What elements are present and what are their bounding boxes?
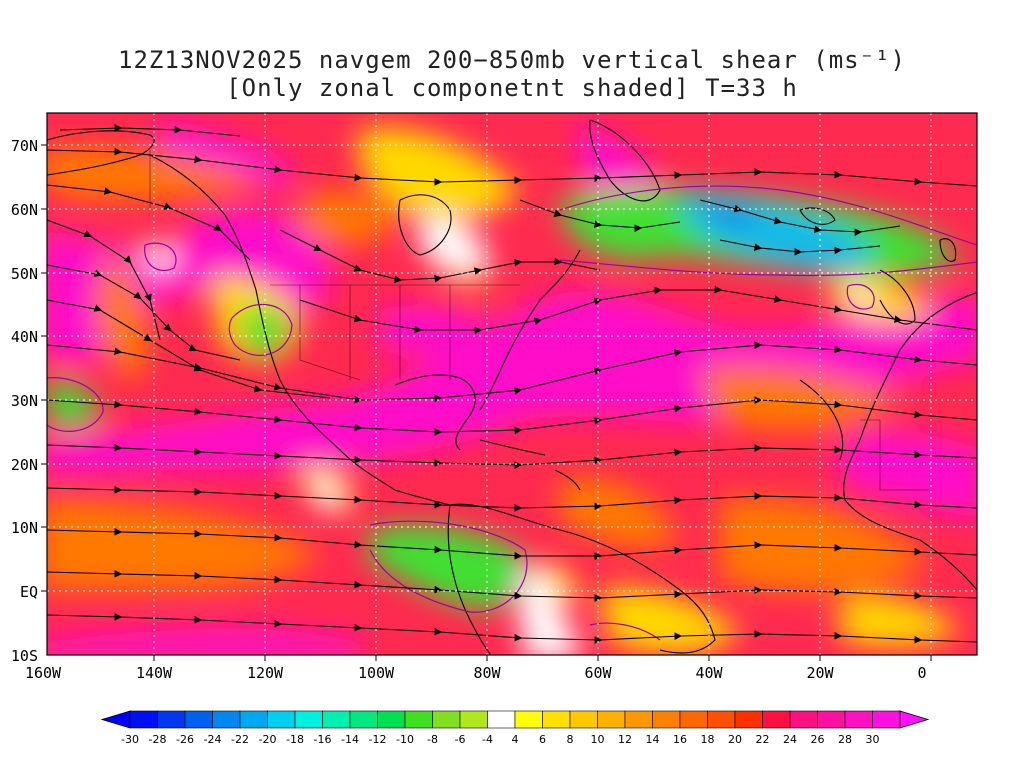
lon-label: 60W — [584, 664, 612, 682]
colorbar-cell — [624, 710, 653, 729]
lat-label: 40N — [11, 328, 38, 346]
colorbar-cell — [432, 710, 461, 729]
colorbar-labels: -30 -28 -26 -24 -22 -20 -18 -16 -14 -12 -10 -8 -6 -4 4… — [121, 733, 879, 746]
colorbar-label: -8 — [427, 733, 438, 746]
lon-ticks — [153, 655, 932, 661]
colorbar-cell — [652, 710, 681, 729]
colorbar-label: -12 — [369, 733, 387, 746]
streamlines — [47, 124, 977, 644]
colorbar-label: 30 — [866, 733, 880, 746]
colorbar-cell — [762, 710, 791, 729]
colorbar-cell — [459, 710, 488, 729]
colorbar-cell — [487, 710, 516, 729]
colorbar-cell — [734, 710, 763, 729]
colorbar-cell — [377, 710, 406, 729]
colorbar-cell — [789, 710, 818, 729]
colorbar-cell — [817, 710, 846, 729]
colorbar-label: -30 — [121, 733, 139, 746]
lon-label: 160W — [25, 664, 62, 682]
colorbar-label: -28 — [149, 733, 167, 746]
lat-label: 50N — [11, 265, 38, 283]
colorbar-label: -20 — [259, 733, 277, 746]
colorbar-cell — [597, 710, 626, 729]
latitude-axis: 70N 60N 50N 40N 30N 20N 10N EQ 10S — [11, 137, 38, 665]
colorbar-label: -16 — [314, 733, 332, 746]
colorbar-label: 8 — [567, 733, 574, 746]
lon-label: 100W — [358, 664, 395, 682]
colorbar-label: -6 — [455, 733, 466, 746]
colorbar-label: -14 — [341, 733, 359, 746]
lon-label: 40W — [695, 664, 723, 682]
grid-lines — [47, 113, 977, 655]
colorbar-label: 20 — [728, 733, 742, 746]
colorbar-cell — [322, 710, 351, 729]
lat-label: 10N — [11, 519, 38, 537]
colorbar-under-arrow — [100, 710, 131, 729]
lon-label: 80W — [473, 664, 501, 682]
colorbar-cell — [212, 710, 241, 729]
lat-ticks — [41, 144, 47, 592]
lat-label: 70N — [11, 137, 38, 155]
colorbar-label: -22 — [231, 733, 249, 746]
colorbar-cell — [569, 710, 598, 729]
colorbar-label: 16 — [673, 733, 687, 746]
colorbar-cell — [239, 710, 268, 729]
colorbar-cell — [294, 710, 323, 729]
colorbar-cell — [404, 710, 433, 729]
political-boundaries — [149, 150, 930, 491]
plot-frame — [46, 112, 978, 656]
colorbar-cell — [157, 710, 186, 729]
map-title-line1: 12Z13NOV2025 navgem 200−850mb vertical s… — [118, 46, 906, 74]
colorbar-cell — [679, 710, 708, 729]
lat-label: 30N — [11, 392, 38, 410]
lat-label: 60N — [11, 201, 38, 219]
colorbar-label: -24 — [204, 733, 222, 746]
colorbar-label: 6 — [539, 733, 546, 746]
lat-label: EQ — [20, 583, 38, 601]
colorbar-label: 26 — [811, 733, 825, 746]
colorbar-label: 14 — [646, 733, 660, 746]
colorbar-label: -26 — [176, 733, 194, 746]
map-title-line2: [Only zonal componetnt shaded] T=33 h — [226, 74, 798, 102]
colorbar-cell — [129, 710, 158, 729]
lon-label: 20W — [806, 664, 834, 682]
colorbar-cell — [514, 710, 543, 729]
plot-area — [47, 113, 977, 655]
colorbar-cell — [844, 710, 873, 729]
colorbar-label: 10 — [591, 733, 605, 746]
lon-label: 0 — [917, 664, 926, 682]
lat-label: 20N — [11, 456, 38, 474]
colorbar-label: 28 — [838, 733, 852, 746]
colorbar-label: -18 — [286, 733, 304, 746]
colorbar-cell — [542, 710, 571, 729]
colorbar-over-arrow — [899, 710, 930, 729]
colorbar-cell — [707, 710, 736, 729]
colorbar-cells — [100, 710, 930, 729]
colorbar-cell — [349, 710, 378, 729]
colorbar-label: 22 — [756, 733, 770, 746]
colorbar-label: -4 — [482, 733, 493, 746]
colorbar-cell — [267, 710, 296, 729]
colorbar-label: 12 — [618, 733, 632, 746]
colorbar-label: 24 — [783, 733, 797, 746]
lat-label: 10S — [11, 647, 38, 665]
colorbar-label: 18 — [701, 733, 715, 746]
colorbar-cell — [184, 710, 213, 729]
lon-label: 140W — [136, 664, 173, 682]
colorbar-cell — [872, 710, 901, 729]
lon-label: 120W — [247, 664, 284, 682]
colorbar-label: 4 — [512, 733, 519, 746]
colorbar-label: -10 — [396, 733, 414, 746]
longitude-axis: 160W 140W 120W 100W 80W 60W 40W 20W 0 — [25, 664, 927, 682]
